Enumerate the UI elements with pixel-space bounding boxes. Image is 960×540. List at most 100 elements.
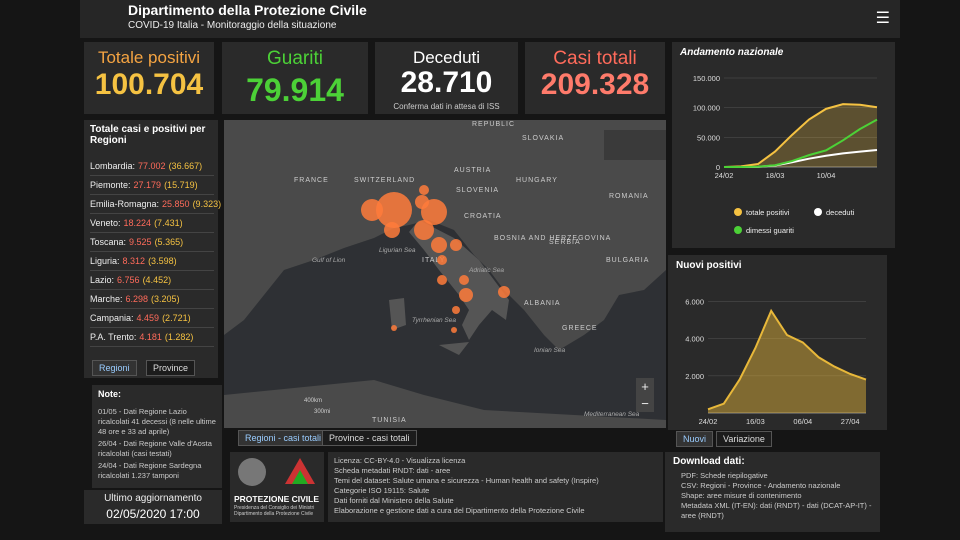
- region-positives: (4.452): [142, 275, 172, 285]
- region-total: 9.525: [129, 237, 152, 247]
- map-label: SLOVAKIA: [522, 135, 564, 142]
- area: [724, 104, 877, 167]
- map-bubble: [498, 286, 510, 298]
- region-row: Piemonte: 27.179 (15.719): [90, 177, 214, 195]
- map-tab[interactable]: Province - casi totali: [322, 430, 417, 446]
- chart-tab[interactable]: Nuovi: [676, 431, 714, 447]
- map-label: CROATIA: [464, 213, 502, 220]
- info: Licenza: CC-BY-4.0 - Visualizza licenza S…: [328, 452, 663, 522]
- map-bubble: [376, 192, 412, 228]
- land: [224, 120, 666, 350]
- kpi-note: Conferma dati in attesa di ISS: [393, 102, 500, 111]
- update-value: 02/05/2020 17:00: [106, 507, 200, 521]
- y-tick-label: 100.000: [693, 104, 720, 113]
- map-bubble: [414, 220, 434, 240]
- legend-swatch: [734, 226, 742, 234]
- map-label: Adriatic Sea: [468, 267, 504, 274]
- region-name: Campania:: [90, 313, 134, 323]
- kpi-label: Guariti: [267, 48, 323, 69]
- map-bubble: [459, 288, 473, 302]
- region-row: Emilia-Romagna: 25.850 (9.323): [90, 196, 221, 214]
- region-name: P.A. Trento:: [90, 332, 137, 342]
- info-line: Licenza: CC-BY-4.0 - Visualizza licenza: [334, 456, 466, 465]
- region-name: Piemonte:: [90, 180, 131, 190]
- islands: [389, 298, 469, 355]
- region-name: Toscana:: [90, 237, 127, 247]
- x-tick-label: 16/03: [746, 417, 765, 426]
- regions-panel: Totale casi e positivi per Regioni Lomba…: [84, 120, 221, 378]
- region-total: 18.224: [123, 218, 152, 228]
- map-tab[interactable]: Regioni - casi totali: [238, 430, 329, 446]
- line: [724, 118, 878, 168]
- region-total: 4.181: [139, 332, 162, 342]
- map-label: ITALY: [422, 257, 445, 264]
- region-total: 25.850: [162, 199, 190, 209]
- kpi: Guariti 79.914: [222, 42, 368, 114]
- map-label: BOSNIA AND HERZEGOVINA: [494, 235, 611, 242]
- region-total: 27.179: [133, 180, 162, 190]
- info-line: Elaborazione e gestione dati a cura del …: [334, 506, 585, 515]
- line: [723, 103, 878, 168]
- kpi-label: Totale positivi: [97, 48, 201, 67]
- header: Dipartimento della Protezione Civile COV…: [80, 0, 900, 38]
- region-row: Marche: 6.298 (3.205): [90, 291, 214, 309]
- map-bubble: [384, 222, 400, 238]
- x-tick-label: 10/04: [817, 171, 836, 180]
- map-bubble: [459, 275, 469, 285]
- map-bubble: [452, 306, 460, 314]
- region-positives: (2.721): [162, 313, 191, 323]
- kpi: Casi totali 209.328: [525, 42, 665, 114]
- note: 26/04 - Dati Regione Valle d'Aosta rical…: [98, 439, 212, 458]
- kpi-label: Casi totali: [553, 48, 637, 69]
- info-line: Dati forniti dal Ministero della Salute: [334, 496, 454, 505]
- map-label: Ligurian Sea: [379, 247, 416, 254]
- map-bubble: [450, 239, 462, 251]
- region-positives: (5.365): [154, 237, 184, 247]
- regions-tab[interactable]: Province: [146, 360, 196, 376]
- logo-sub: Presidenza del Consiglio dei Ministri Di…: [234, 505, 315, 517]
- y-tick-label: 6.000: [685, 298, 704, 307]
- update: Ultimo aggiornamento 02/05/2020 17:00: [84, 490, 222, 524]
- legend-label: deceduti: [826, 208, 855, 217]
- region-row: Liguria: 8.312 (3.598): [90, 253, 214, 271]
- area: [708, 310, 866, 413]
- map-bubble: [431, 237, 447, 253]
- map-bubble: [437, 275, 447, 285]
- region-positives: (7.431): [154, 218, 183, 228]
- map: REPUBLIC SLOVAKIA FRANCE SWITZERLAND AUSTRIA…: [224, 120, 666, 428]
- map-label: TUNISIA: [372, 417, 407, 424]
- zoom[interactable]: + −: [636, 378, 654, 412]
- map-bubble: [415, 195, 429, 209]
- y-tick-label: 50.000: [697, 133, 720, 142]
- chart: 0 50.000 100.000 150.000 24/02 18/03 10/04 tota…: [693, 74, 878, 235]
- region-total: 4.459: [136, 313, 160, 323]
- map-tools[interactable]: [604, 130, 666, 160]
- legend-swatch: [814, 208, 822, 216]
- new-panel: Nuovi positivi 2.000 4.000 6.000 24/02 16/03…: [668, 255, 887, 430]
- menu[interactable]: ☰: [875, 10, 890, 27]
- download-line: Shape: aree misure di contenimento: [681, 491, 802, 500]
- kpi-value: 28.710: [400, 66, 493, 99]
- map-bubble: [419, 185, 429, 195]
- map-label: FRANCE: [294, 177, 329, 184]
- map-bubble: [361, 199, 383, 221]
- x-tick-label: 27/04: [841, 417, 860, 426]
- region-row: Toscana: 9.525 (5.365): [90, 234, 214, 252]
- region-positives: (36.667): [168, 161, 203, 171]
- regions-tab[interactable]: Regioni: [92, 360, 137, 376]
- map-canvas: REPUBLIC SLOVAKIA FRANCE SWITZERLAND AUSTRIA…: [224, 120, 666, 428]
- africa: [224, 380, 666, 428]
- notes: Note: 01/05 - Dati Regione Lazio ricalco…: [92, 385, 222, 488]
- note: 01/05 - Dati Regione Lazio ricalcolati 4…: [98, 407, 216, 436]
- x-tick-label: 06/04: [793, 417, 812, 426]
- y-tick-label: 4.000: [685, 335, 704, 344]
- x-tick-label: 24/02: [715, 171, 734, 180]
- region-name: Lazio:: [90, 275, 115, 285]
- national-panel: Andamento nazionale 0 50.000 100.000 150.00…: [672, 42, 895, 248]
- map-label: ROMANIA: [609, 193, 649, 200]
- map-label: SERBIA: [549, 239, 581, 246]
- download-line: CSV: Regioni - Province - Andamento nazi…: [681, 481, 841, 490]
- chart-tab[interactable]: Variazione: [716, 431, 772, 447]
- region-row: Veneto: 18.224 (7.431): [90, 215, 214, 233]
